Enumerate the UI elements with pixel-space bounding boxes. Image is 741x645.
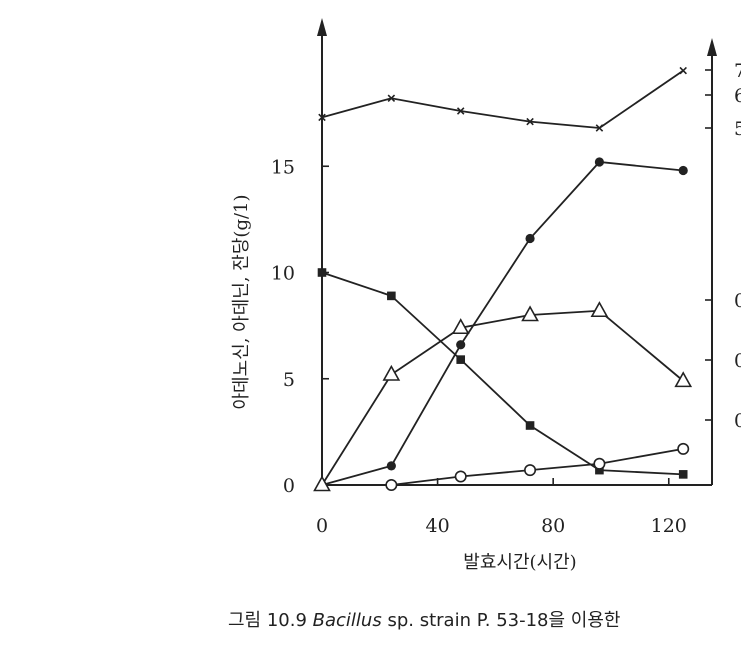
data-point-filled-square — [456, 355, 466, 364]
right-tick-label: 0 — [734, 410, 741, 432]
series-lines — [321, 69, 684, 486]
data-point-open-circle — [524, 464, 537, 477]
right-tick-label: 7 — [734, 60, 741, 82]
data-point-x — [456, 107, 465, 115]
data-point-open-circle — [385, 478, 398, 491]
data-point-filled-circle — [594, 157, 605, 167]
caption-prefix: 그림 10.9 — [228, 610, 313, 631]
series-line-x — [321, 69, 684, 129]
data-point-x — [679, 66, 687, 75]
data-point-open-triangle — [521, 305, 539, 322]
y-axis-title: 아데노신, 아데닌, 잔당(g/1) — [231, 194, 252, 409]
x-tick-label: 80 — [541, 515, 565, 537]
data-point-filled-circle — [678, 165, 688, 176]
series-line-filled-square — [321, 271, 684, 476]
y-axis-arrow — [317, 18, 327, 36]
data-point-filled-square — [317, 268, 327, 277]
data-point-open-triangle — [451, 318, 470, 335]
data-point-open-triangle — [313, 475, 331, 492]
right-tick-label: 0 — [734, 350, 741, 372]
right-tick-label: 5 — [734, 118, 741, 140]
axis-titles: 발효시간(시간) 아데노신, 아데닌, 잔당(g/1) — [231, 194, 577, 573]
data-point-x — [387, 94, 396, 103]
data-point-filled-circle — [386, 461, 396, 471]
y-tick-label: 5 — [283, 369, 295, 391]
data-point-open-circle — [593, 457, 606, 470]
x-tick-label: 120 — [651, 515, 687, 537]
data-point-open-circle — [454, 470, 467, 483]
y-tick-label: 0 — [283, 475, 295, 497]
data-point-filled-square — [595, 465, 604, 475]
data-point-x — [318, 113, 326, 122]
data-point-x — [526, 117, 534, 126]
data-point-filled-circle — [525, 233, 535, 244]
data-point-open-triangle — [674, 371, 693, 388]
data-point-open-circle — [677, 442, 690, 455]
data-point-filled-square — [678, 470, 688, 479]
series-markers — [313, 66, 693, 492]
data-point-filled-circle — [456, 340, 466, 350]
series-line-open-triangle — [321, 309, 684, 486]
data-point-open-triangle — [382, 364, 401, 381]
figure-caption: 그림 10.9 Bacillus sp. strain P. 53-18을 이용… — [228, 606, 620, 632]
x-tick-label: 40 — [425, 515, 449, 537]
data-point-filled-square — [525, 421, 535, 430]
data-point-x — [595, 124, 604, 132]
data-point-filled-square — [387, 291, 396, 301]
x-axis-title: 발효시간(시간) — [463, 552, 576, 573]
right-axis-arrow — [707, 38, 717, 56]
caption-organism: Bacillus — [312, 610, 382, 631]
x-tick-label: 0 — [316, 515, 328, 537]
series-line-open-circle — [391, 447, 684, 486]
y-tick-label: 10 — [271, 263, 295, 285]
caption-suffix: sp. strain P. 53-18을 이용한 — [381, 610, 621, 631]
right-tick-label: 0 — [734, 290, 741, 312]
series-line-filled-circle — [321, 161, 684, 486]
data-point-open-triangle — [590, 301, 609, 318]
right-tick-label: 6 — [734, 85, 741, 107]
y-tick-label: 15 — [271, 156, 295, 178]
